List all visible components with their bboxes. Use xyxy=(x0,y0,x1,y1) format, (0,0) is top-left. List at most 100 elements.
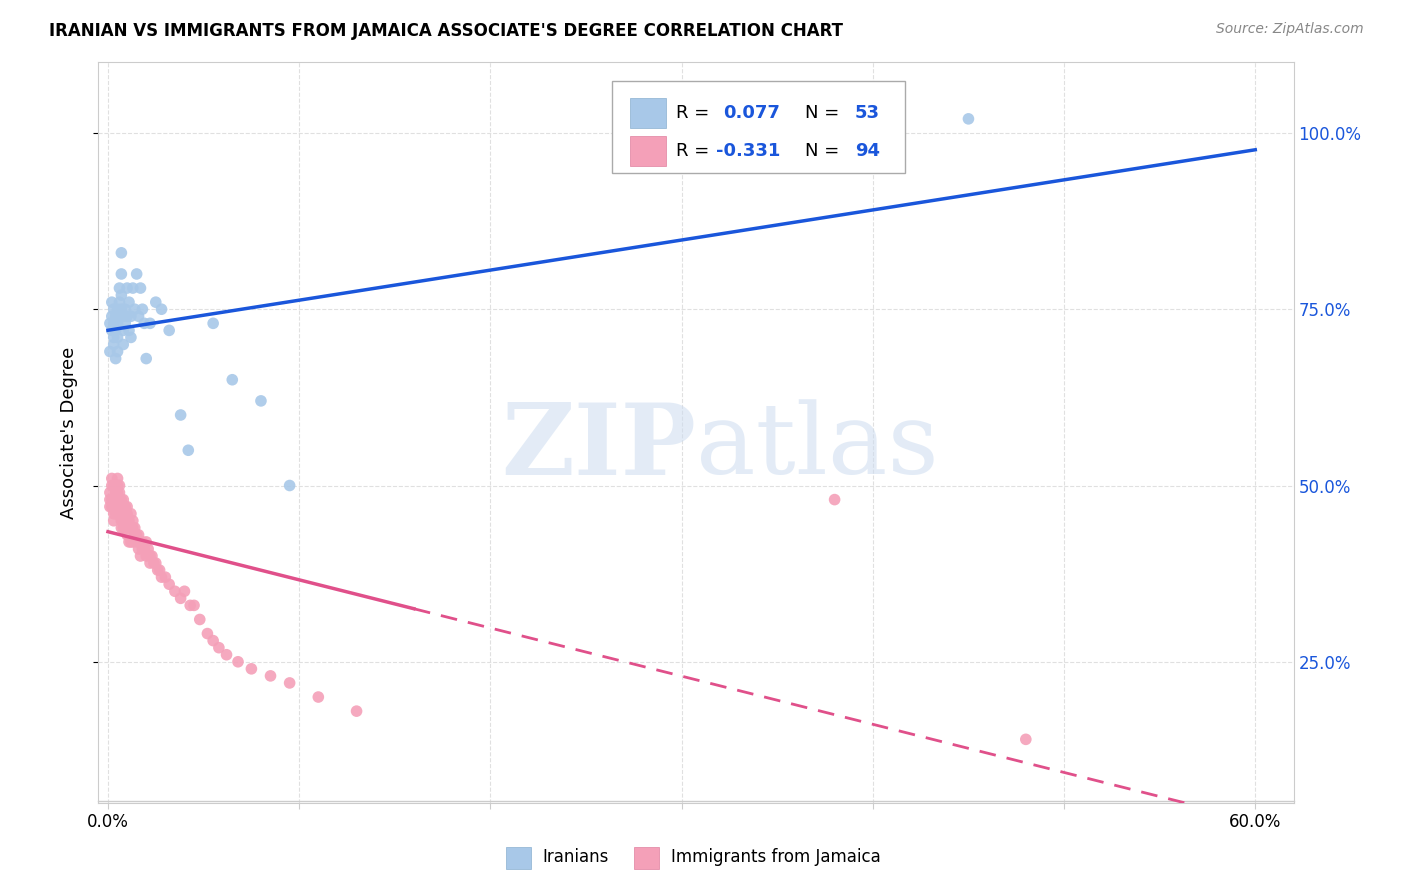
Point xyxy=(101,478,124,492)
Point xyxy=(124,528,146,542)
Point xyxy=(112,310,135,324)
Point xyxy=(146,563,169,577)
Text: N =: N = xyxy=(804,103,845,122)
Point xyxy=(108,295,131,310)
Point xyxy=(114,316,136,330)
Point xyxy=(108,478,131,492)
Point xyxy=(1015,732,1038,747)
Point xyxy=(307,690,329,704)
Point xyxy=(98,500,121,514)
Point xyxy=(112,500,135,514)
Point xyxy=(118,323,141,337)
Point xyxy=(118,535,141,549)
Text: -0.331: -0.331 xyxy=(716,143,780,161)
Point xyxy=(155,570,177,584)
Point xyxy=(104,507,127,521)
Point xyxy=(120,310,142,324)
Text: Iranians: Iranians xyxy=(543,848,609,866)
Point xyxy=(114,521,136,535)
Point xyxy=(259,669,281,683)
Point xyxy=(103,302,125,317)
Point xyxy=(115,521,138,535)
Text: 53: 53 xyxy=(855,103,880,122)
Point xyxy=(197,626,219,640)
Point xyxy=(110,288,132,302)
Point xyxy=(104,500,127,514)
Point xyxy=(108,310,131,324)
Text: Source: ZipAtlas.com: Source: ZipAtlas.com xyxy=(1216,22,1364,37)
Bar xyxy=(630,98,666,128)
Text: N =: N = xyxy=(804,143,845,161)
Point xyxy=(124,302,146,317)
Point xyxy=(141,549,163,563)
Text: atlas: atlas xyxy=(696,400,939,495)
Point xyxy=(139,316,162,330)
Point xyxy=(112,323,135,337)
Point xyxy=(346,704,368,718)
Point xyxy=(103,500,125,514)
Point xyxy=(110,267,132,281)
Point xyxy=(118,514,141,528)
Point xyxy=(131,302,153,317)
Point xyxy=(114,500,136,514)
Point xyxy=(98,492,121,507)
Point xyxy=(104,323,127,337)
Point xyxy=(121,521,143,535)
Point xyxy=(135,549,157,563)
Point xyxy=(129,549,152,563)
Point xyxy=(150,570,173,584)
Text: R =: R = xyxy=(676,103,714,122)
FancyBboxPatch shape xyxy=(613,81,905,173)
Point xyxy=(957,112,980,126)
Point xyxy=(115,507,138,521)
Point xyxy=(124,521,146,535)
Point xyxy=(134,541,156,556)
Point xyxy=(169,591,191,606)
Point xyxy=(101,310,124,324)
Point xyxy=(112,337,135,351)
Point xyxy=(107,478,129,492)
Point xyxy=(98,485,121,500)
Text: ZIP: ZIP xyxy=(501,399,696,496)
Point xyxy=(103,330,125,344)
Point xyxy=(177,443,200,458)
Point xyxy=(114,507,136,521)
Bar xyxy=(630,136,666,166)
Point xyxy=(128,528,150,542)
Point xyxy=(142,556,165,570)
Point xyxy=(250,393,273,408)
Point xyxy=(118,295,141,310)
Point xyxy=(107,507,129,521)
Point xyxy=(139,556,162,570)
Point xyxy=(173,584,195,599)
Point xyxy=(103,316,125,330)
Point xyxy=(108,281,131,295)
Point xyxy=(107,316,129,330)
Point xyxy=(110,500,132,514)
Point xyxy=(125,267,148,281)
Point xyxy=(215,648,238,662)
Point xyxy=(101,492,124,507)
Point xyxy=(183,599,205,613)
Point xyxy=(157,323,180,337)
Point xyxy=(103,514,125,528)
Point xyxy=(115,310,138,324)
Point xyxy=(101,471,124,485)
Point xyxy=(135,535,157,549)
Point xyxy=(139,549,162,563)
Point xyxy=(115,500,138,514)
Point xyxy=(107,344,129,359)
Point xyxy=(145,295,167,310)
Point xyxy=(240,662,263,676)
Y-axis label: Associate's Degree: Associate's Degree xyxy=(59,346,77,519)
Point xyxy=(104,478,127,492)
Point xyxy=(129,281,152,295)
Point xyxy=(121,514,143,528)
Point xyxy=(149,563,172,577)
Point xyxy=(115,281,138,295)
Point xyxy=(98,344,121,359)
Text: R =: R = xyxy=(676,143,714,161)
Text: Immigrants from Jamaica: Immigrants from Jamaica xyxy=(671,848,880,866)
Point xyxy=(121,281,143,295)
Point xyxy=(107,471,129,485)
